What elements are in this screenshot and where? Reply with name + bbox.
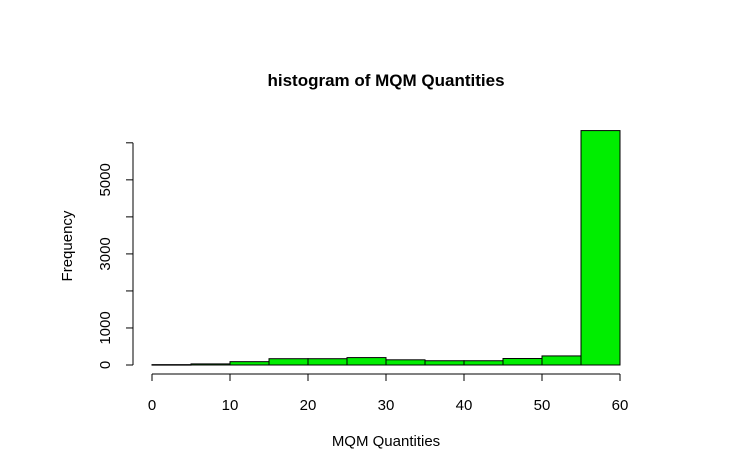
bars-group (151, 130, 621, 366)
y-axis-label: Frequency (59, 210, 76, 281)
bar-55-60 (580, 130, 621, 366)
x-tick-label-50: 50 (534, 397, 551, 414)
bar-45-50 (502, 358, 543, 366)
x-axis: 0 10 20 30 40 50 60 (148, 373, 629, 414)
y-axis: 0 1000 3000 5000 (97, 142, 134, 369)
x-tick-label-20: 20 (300, 397, 317, 414)
bar-5-10 (190, 363, 231, 366)
x-tick-label-10: 10 (222, 397, 239, 414)
x-tick-label-0: 0 (148, 397, 156, 414)
bar-25-30 (346, 357, 387, 366)
bar-35-40 (424, 360, 465, 366)
bar-40-45 (463, 360, 504, 366)
y-tick-label-1000: 1000 (97, 311, 114, 344)
chart-title: histogram of MQM Quantities (267, 71, 504, 90)
y-tick-label-0: 0 (97, 361, 114, 369)
bar-30-35 (385, 359, 426, 366)
bar-50-55 (541, 355, 582, 366)
x-axis-label: MQM Quantities (332, 433, 440, 450)
x-tick-label-40: 40 (456, 397, 473, 414)
bar-15-20 (268, 358, 309, 366)
y-tick-label-3000: 3000 (97, 237, 114, 270)
x-tick-label-30: 30 (378, 397, 395, 414)
bar-20-25 (307, 358, 348, 366)
y-tick-label-5000: 5000 (97, 163, 114, 196)
bar-10-15 (229, 361, 270, 366)
x-tick-label-60: 60 (612, 397, 629, 414)
bar-0-5 (151, 364, 192, 366)
